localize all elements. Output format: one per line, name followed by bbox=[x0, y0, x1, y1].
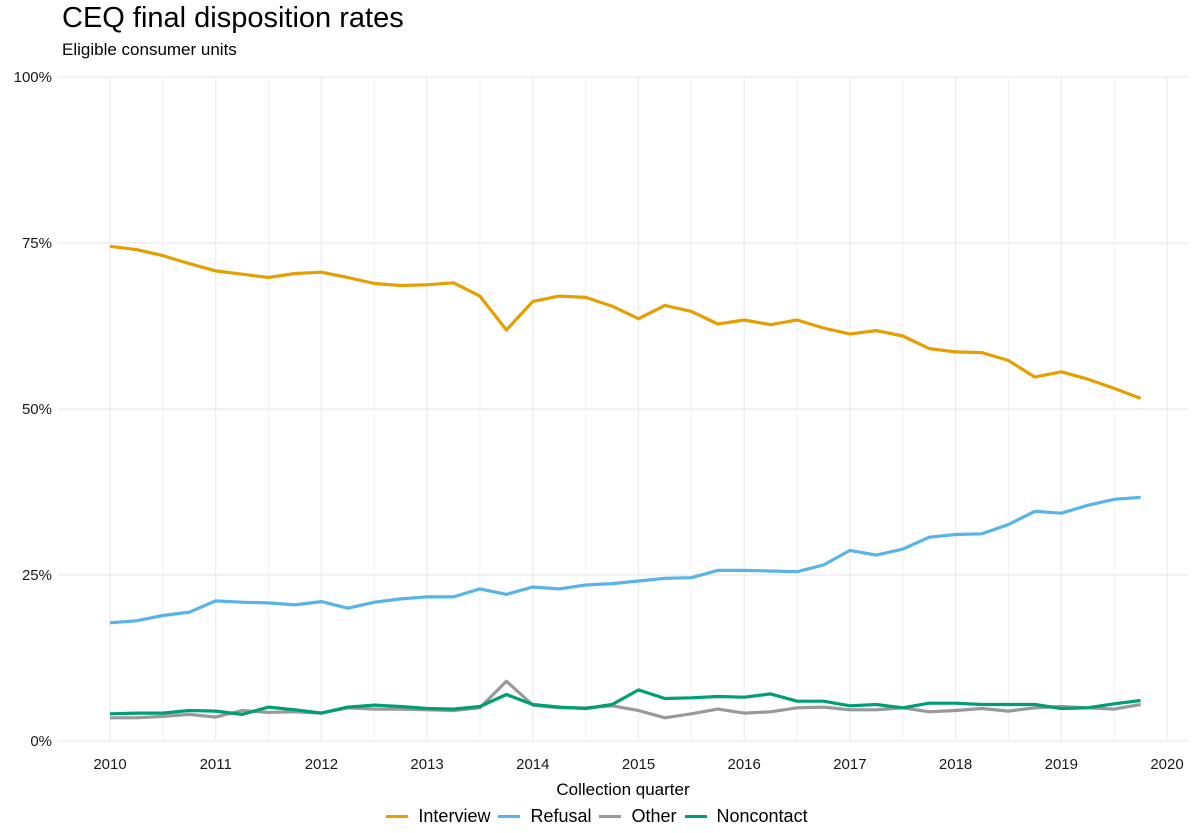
x-tick-label: 2016 bbox=[728, 756, 761, 773]
legend-label: Other bbox=[631, 806, 677, 826]
x-axis-title: Collection quarter bbox=[556, 780, 690, 799]
x-tick-label: 2013 bbox=[410, 756, 443, 773]
x-tick-label: 2014 bbox=[516, 756, 549, 773]
legend-label: Refusal bbox=[530, 806, 592, 826]
chart-series-lines bbox=[109, 244, 1142, 720]
series-line-interview bbox=[109, 244, 1142, 400]
chart-grid bbox=[58, 76, 1188, 742]
legend-label: Noncontact bbox=[716, 806, 808, 826]
y-tick-label: 25% bbox=[22, 567, 52, 584]
x-tick-label: 2011 bbox=[200, 756, 232, 773]
y-tick-label: 0% bbox=[30, 733, 52, 750]
legend-item-noncontact: Noncontact bbox=[684, 806, 808, 827]
series-line-refusal bbox=[109, 495, 1141, 625]
x-tick-label: 2012 bbox=[305, 756, 338, 773]
x-tick-label: 2017 bbox=[833, 756, 866, 773]
legend-item-interview: Interview bbox=[386, 806, 490, 827]
chart-legend: Interview Refusal Other Noncontact bbox=[0, 806, 1194, 827]
legend-item-other: Other bbox=[599, 806, 677, 827]
legend-label: Interview bbox=[418, 806, 491, 826]
chart-title: CEQ final disposition rates bbox=[62, 2, 404, 34]
legend-key-swatch bbox=[599, 815, 622, 818]
line-chart: 0% 25% 50% 75% 100% 2010 2011 2012 2013 2014 2015… bbox=[14, 69, 1188, 799]
y-tick-label: 75% bbox=[22, 235, 52, 252]
x-tick-label: 2010 bbox=[93, 756, 126, 773]
legend-item-refusal: Refusal bbox=[498, 806, 591, 827]
y-axis-tick-labels: 0% 25% 50% 75% 100% bbox=[14, 69, 52, 750]
series-line-noncontact bbox=[109, 688, 1141, 717]
y-tick-label: 50% bbox=[22, 401, 52, 418]
x-tick-label: 2015 bbox=[622, 756, 655, 773]
x-axis-tick-labels: 2010 2011 2012 2013 2014 2015 2016 2017 2018 2019… bbox=[93, 756, 1183, 773]
legend-key-swatch bbox=[386, 815, 409, 818]
y-tick-label: 100% bbox=[14, 69, 52, 86]
legend-key-swatch bbox=[684, 815, 707, 818]
legend-key-swatch bbox=[498, 815, 521, 818]
x-tick-label: 2018 bbox=[939, 756, 972, 773]
series-line-other bbox=[110, 679, 1141, 720]
x-tick-label: 2019 bbox=[1045, 756, 1078, 773]
chart-subtitle: Eligible consumer units bbox=[62, 40, 237, 59]
x-tick-label: 2020 bbox=[1150, 756, 1183, 773]
